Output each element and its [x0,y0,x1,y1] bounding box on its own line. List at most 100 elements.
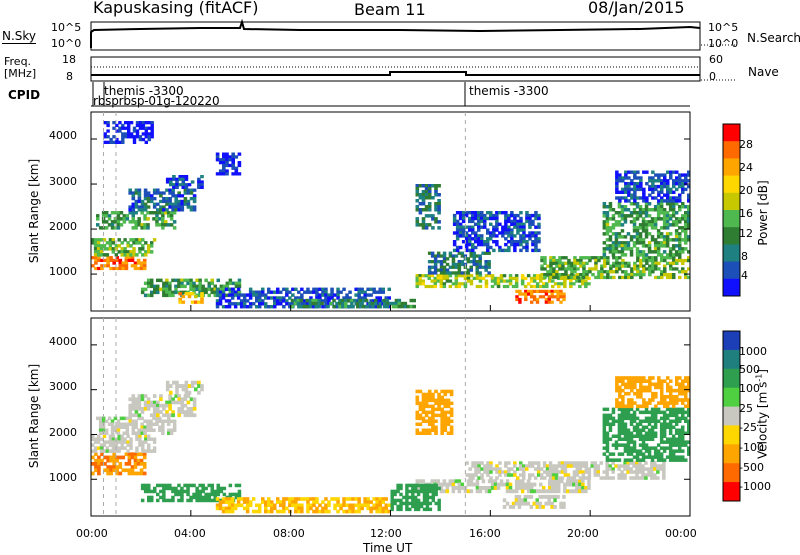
cell [638,467,642,471]
cell [514,284,519,289]
cell [563,282,567,286]
power-region-4 [165,175,204,189]
cell [134,425,138,429]
cell [490,479,495,484]
cell [433,257,438,261]
cell [194,387,198,392]
cell [532,289,537,293]
cell [641,476,645,480]
cell [650,455,655,459]
cell [306,509,310,514]
cell [660,182,664,186]
cell [489,213,493,218]
cell [522,234,526,238]
cell [510,242,514,247]
cell [309,305,313,309]
cell [620,413,625,418]
cell [678,449,682,453]
cell [671,434,676,438]
cell [484,279,489,283]
cell [477,240,481,244]
cell [650,223,655,227]
cell [618,395,622,399]
cell [681,385,685,390]
power-colorbar-swatch [723,210,740,228]
cell [617,205,622,209]
cell [184,387,189,392]
cell [510,213,514,218]
cell [477,225,481,229]
cell [424,401,429,406]
cell [288,302,292,306]
cell [434,398,438,403]
cell [150,135,154,139]
cell [516,476,520,480]
cell [194,294,198,299]
cell [684,395,688,399]
cell [159,278,163,283]
cell [632,416,637,421]
cell [216,278,220,283]
power-cbar-tick-16: 16 [739,207,753,220]
cell [555,273,559,277]
cell [402,495,406,500]
cell [427,193,432,197]
cell [228,158,232,162]
cell [230,509,235,514]
cell [96,253,101,257]
cell [566,489,570,494]
cell [318,287,322,291]
cell [427,202,432,206]
cell [104,419,109,423]
cell [165,197,169,201]
cell [605,407,610,412]
cell [141,244,145,248]
cell [134,205,139,209]
cell [162,498,166,503]
cell [215,305,220,309]
cell [639,176,643,180]
cell [136,462,141,466]
cell [452,231,457,235]
cell [126,250,130,254]
cell [436,479,440,484]
cell [134,188,139,192]
cell [427,208,432,212]
cell [180,278,184,283]
cell [221,305,226,309]
cell [675,182,679,186]
cell [242,500,247,504]
cell [668,253,673,257]
cell [674,232,679,236]
cell [659,226,664,230]
cell [424,205,429,209]
cell [662,464,666,468]
cell [478,257,482,261]
cell [108,241,113,245]
cell [657,267,661,271]
cell [147,278,151,283]
cell [687,214,691,218]
cell [360,506,364,511]
cell [460,486,465,490]
cell [504,473,508,477]
cell [162,208,166,212]
cell [578,461,583,465]
cell [107,422,112,426]
cell [165,180,170,184]
cell [127,258,132,262]
cell [474,216,478,221]
cell [489,222,493,226]
cell [136,458,141,463]
cell [116,422,121,426]
cell [99,446,104,450]
cell [124,126,128,130]
cell [460,262,465,267]
cell [101,419,106,423]
cell [678,388,682,393]
cell [544,300,549,304]
cell [421,479,425,484]
cell [656,464,660,468]
cell [127,121,131,125]
cell [656,232,661,236]
